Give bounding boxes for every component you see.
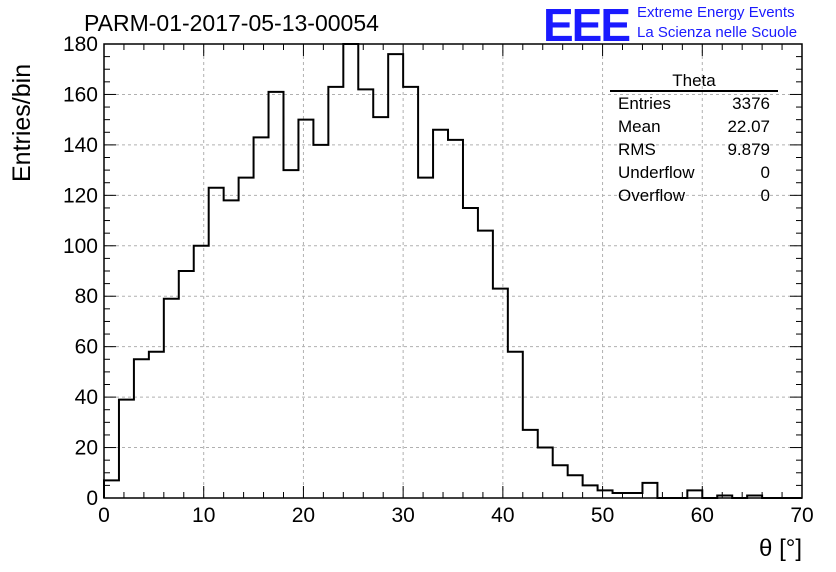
axes: 0 10 20 30 40 50 60 70 0 20 40 60 80 100 120 140 160 180: [63, 33, 814, 527]
y-tick-label: 80: [75, 285, 98, 308]
stats-label: Mean: [618, 117, 661, 136]
stats-value: 0: [760, 163, 770, 182]
stats-row-rms: RMS 9.879: [610, 138, 778, 161]
stats-label: RMS: [618, 140, 656, 159]
stats-value: 0: [760, 186, 770, 205]
x-tick-label: 50: [591, 504, 614, 527]
stats-value: 22.07: [727, 117, 770, 136]
x-tick-label: 0: [98, 504, 110, 527]
stats-row-underflow: Underflow 0: [610, 161, 778, 184]
stats-label: Overflow: [618, 186, 686, 205]
stats-value: 3376: [732, 94, 770, 113]
stats-row-overflow: Overflow 0: [610, 184, 778, 207]
x-tick-label: 60: [691, 504, 714, 527]
eee-logo: EEE: [543, 0, 631, 51]
x-tick-label: 10: [192, 504, 215, 527]
x-tick-label: 20: [292, 504, 315, 527]
logo-line-1: Extreme Energy Events: [637, 4, 795, 21]
chart-title: PARM-01-2017-05-13-00054: [84, 10, 379, 36]
y-tick-label: 120: [63, 184, 98, 207]
stats-label: Underflow: [618, 163, 695, 182]
x-tick-label: 70: [790, 504, 813, 527]
y-tick-label: 100: [63, 235, 98, 258]
stats-label: Entries: [618, 94, 671, 113]
y-tick-label: 160: [63, 83, 98, 106]
grid: [104, 43, 802, 498]
y-tick-label: 180: [63, 33, 98, 56]
y-axis-label: Entries/bin: [8, 63, 36, 182]
y-tick-label: 40: [75, 386, 98, 409]
stats-row-mean: Mean 22.07: [610, 115, 778, 138]
logo-line-2: La Scienza nelle Scuole: [637, 24, 798, 41]
stats-title: Theta: [610, 71, 778, 92]
x-axis-label: θ [°]: [759, 535, 802, 562]
x-tick-label: 40: [491, 504, 514, 527]
y-tick-label: 20: [75, 437, 98, 460]
stats-row-entries: Entries 3376: [610, 92, 778, 115]
y-tick-label: 0: [86, 487, 98, 510]
x-tick-label: 30: [391, 504, 414, 527]
stats-box: Theta Entries 3376 Mean 22.07 RMS 9.879 …: [610, 71, 778, 207]
y-tick-label: 60: [75, 336, 98, 359]
y-tick-label: 140: [63, 134, 98, 157]
stats-value: 9.879: [727, 140, 770, 159]
